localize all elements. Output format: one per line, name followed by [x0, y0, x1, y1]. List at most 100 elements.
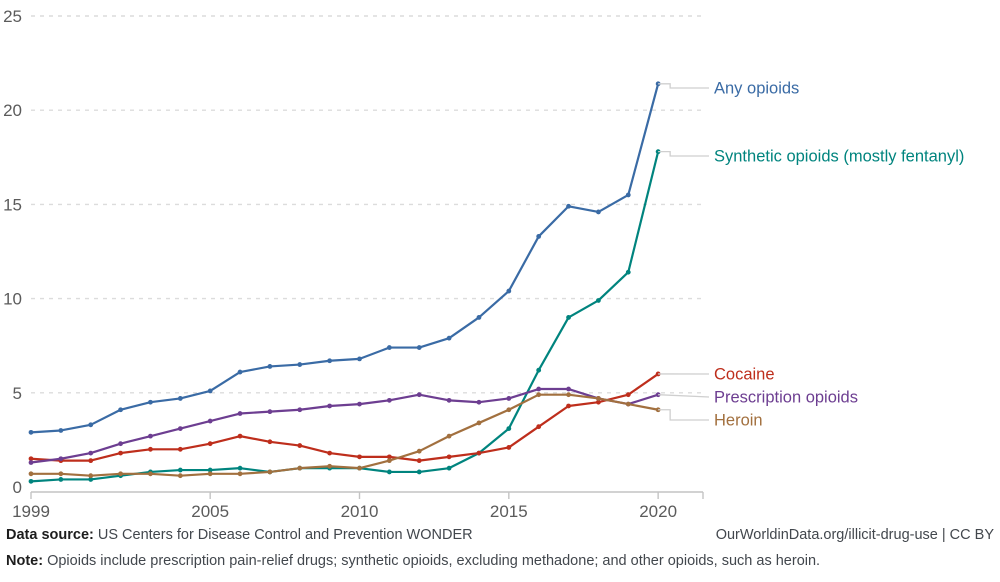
series-data-point[interactable] [625, 392, 631, 398]
series-data-point[interactable] [416, 458, 422, 464]
series-data-point[interactable] [566, 392, 571, 398]
series-data-point[interactable] [88, 477, 94, 482]
series-data-point[interactable] [596, 209, 601, 215]
series-data-point[interactable] [237, 433, 243, 439]
series-data-point[interactable] [28, 471, 34, 477]
series-data-point[interactable] [28, 478, 34, 484]
series-data-point[interactable] [58, 471, 64, 477]
series-data-point[interactable] [237, 465, 243, 471]
series-data-point[interactable] [28, 456, 34, 462]
series-data-point[interactable] [446, 465, 452, 471]
series-data-point[interactable] [148, 471, 153, 477]
series-line[interactable] [29, 387, 660, 464]
series-label[interactable]: Heroin [714, 412, 763, 430]
series-data-point[interactable] [58, 456, 64, 462]
series-data-point[interactable] [118, 471, 123, 477]
series-data-point[interactable] [297, 443, 303, 448]
series-data-point[interactable] [506, 407, 512, 413]
series-label[interactable]: Synthetic opioids (mostly fentanyl) [714, 148, 964, 166]
series-data-point[interactable] [177, 426, 183, 431]
series-data-point[interactable] [357, 356, 362, 362]
series-data-point[interactable] [386, 397, 392, 403]
series-data-point[interactable] [566, 203, 571, 209]
series-data-point[interactable] [357, 401, 362, 407]
series-data-point[interactable] [148, 399, 153, 405]
series-data-point[interactable] [88, 458, 94, 464]
series-data-point[interactable] [297, 362, 303, 367]
series-data-point[interactable] [506, 426, 512, 431]
series-data-point[interactable] [58, 477, 64, 482]
series-data-point[interactable] [267, 364, 273, 369]
series-data-point[interactable] [386, 345, 392, 350]
series-data-point[interactable] [118, 441, 123, 447]
series-data-point[interactable] [148, 433, 153, 439]
series-data-point[interactable] [536, 234, 542, 239]
series-data-point[interactable] [88, 473, 94, 479]
series-data-point[interactable] [625, 401, 631, 407]
series-data-point[interactable] [267, 469, 273, 475]
series-data-point[interactable] [596, 399, 601, 405]
series-data-point[interactable] [596, 298, 601, 303]
series-data-point[interactable] [28, 429, 34, 435]
series-data-point[interactable] [416, 448, 422, 454]
series-line[interactable] [29, 372, 660, 462]
series-data-point[interactable] [237, 369, 243, 375]
series-data-point[interactable] [88, 450, 94, 456]
series-data-point[interactable] [297, 407, 303, 413]
series-data-point[interactable] [566, 403, 571, 409]
series-data-point[interactable] [207, 388, 213, 394]
series-data-point[interactable] [177, 467, 183, 473]
series-data-point[interactable] [476, 399, 482, 405]
series-data-point[interactable] [28, 460, 34, 465]
series-data-point[interactable] [476, 450, 482, 456]
series-data-point[interactable] [416, 345, 422, 350]
series-data-point[interactable] [237, 411, 243, 416]
series-data-point[interactable] [357, 465, 362, 471]
series-data-point[interactable] [148, 446, 153, 452]
series-data-point[interactable] [177, 396, 183, 401]
series-label[interactable]: Cocaine [714, 366, 775, 384]
series-data-point[interactable] [327, 358, 333, 364]
series-data-point[interactable] [476, 420, 482, 426]
series-line[interactable] [29, 393, 660, 477]
series-data-point[interactable] [207, 441, 213, 447]
series-data-point[interactable] [386, 469, 392, 475]
series-data-point[interactable] [566, 386, 571, 392]
series-data-point[interactable] [118, 407, 123, 413]
series-data-point[interactable] [506, 445, 512, 450]
series-data-point[interactable] [416, 392, 422, 398]
series-data-point[interactable] [267, 439, 273, 445]
series-data-point[interactable] [625, 269, 631, 275]
series-data-point[interactable] [536, 392, 542, 398]
series-data-point[interactable] [566, 315, 571, 320]
series-data-point[interactable] [506, 396, 512, 401]
series-data-point[interactable] [476, 315, 482, 320]
series-line[interactable] [29, 150, 660, 483]
footer-attribution[interactable]: OurWorldinData.org/illicit-drug-use | CC… [715, 527, 994, 543]
series-data-point[interactable] [416, 469, 422, 475]
series-data-point[interactable] [536, 367, 542, 373]
series-data-point[interactable] [177, 473, 183, 479]
series-data-point[interactable] [88, 422, 94, 428]
series-data-point[interactable] [386, 454, 392, 460]
series-data-point[interactable] [177, 446, 183, 452]
series-data-point[interactable] [446, 335, 452, 341]
series-data-point[interactable] [536, 424, 542, 430]
series-data-point[interactable] [596, 396, 601, 401]
series-data-point[interactable] [207, 467, 213, 473]
series-data-point[interactable] [446, 454, 452, 460]
series-data-point[interactable] [536, 386, 542, 392]
series-data-point[interactable] [327, 463, 333, 469]
series-data-point[interactable] [327, 403, 333, 409]
series-data-point[interactable] [237, 471, 243, 477]
series-data-point[interactable] [446, 433, 452, 439]
series-data-point[interactable] [207, 471, 213, 477]
series-data-point[interactable] [386, 458, 392, 464]
series-data-point[interactable] [58, 428, 64, 433]
series-data-point[interactable] [327, 450, 333, 456]
series-data-point[interactable] [207, 418, 213, 424]
series-label[interactable]: Any opioids [714, 80, 799, 98]
series-data-point[interactable] [267, 409, 273, 415]
series-label[interactable]: Prescription opioids [714, 389, 858, 407]
series-line[interactable] [29, 82, 660, 434]
